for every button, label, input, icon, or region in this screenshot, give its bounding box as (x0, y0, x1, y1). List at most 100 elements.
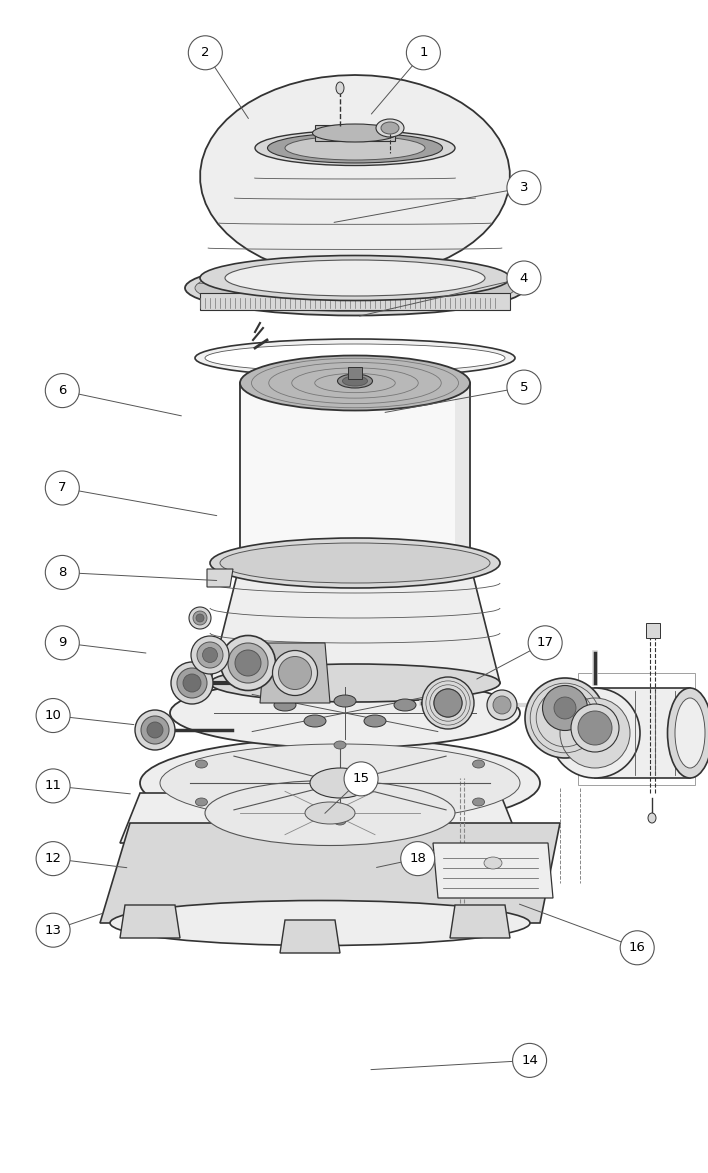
Text: 10: 10 (45, 708, 62, 723)
Ellipse shape (312, 124, 397, 142)
Circle shape (36, 769, 70, 802)
Ellipse shape (338, 374, 372, 388)
Ellipse shape (422, 677, 474, 728)
Polygon shape (595, 689, 690, 778)
Text: 3: 3 (520, 181, 528, 195)
Ellipse shape (268, 133, 442, 163)
Polygon shape (207, 569, 233, 586)
Ellipse shape (220, 543, 490, 583)
Circle shape (188, 36, 222, 69)
Ellipse shape (191, 636, 229, 674)
Circle shape (620, 931, 654, 964)
Ellipse shape (334, 818, 346, 825)
Ellipse shape (484, 857, 502, 869)
Polygon shape (200, 75, 510, 278)
Circle shape (36, 842, 70, 875)
Ellipse shape (434, 689, 462, 717)
Circle shape (45, 374, 79, 407)
Ellipse shape (554, 697, 576, 719)
Circle shape (45, 472, 79, 504)
Polygon shape (433, 843, 553, 899)
Ellipse shape (183, 674, 201, 692)
Text: 2: 2 (201, 46, 210, 60)
Text: 18: 18 (409, 852, 426, 866)
Ellipse shape (135, 710, 175, 750)
Circle shape (45, 626, 79, 659)
Ellipse shape (334, 694, 356, 707)
Circle shape (36, 914, 70, 947)
Ellipse shape (493, 696, 511, 714)
Text: 8: 8 (58, 565, 67, 579)
Ellipse shape (336, 82, 344, 94)
Ellipse shape (343, 377, 367, 386)
Circle shape (507, 371, 541, 404)
Ellipse shape (185, 260, 525, 316)
Ellipse shape (141, 716, 169, 744)
Ellipse shape (210, 538, 500, 588)
Text: 4: 4 (520, 271, 528, 285)
Ellipse shape (197, 642, 223, 667)
Ellipse shape (195, 264, 515, 312)
Ellipse shape (381, 122, 399, 134)
Text: 5: 5 (520, 380, 528, 394)
Ellipse shape (140, 738, 540, 828)
Ellipse shape (210, 664, 500, 701)
Ellipse shape (550, 689, 640, 778)
Circle shape (507, 171, 541, 204)
Ellipse shape (171, 662, 213, 704)
Bar (646, 623, 660, 638)
Ellipse shape (205, 344, 505, 372)
Ellipse shape (220, 636, 275, 691)
Text: 12: 12 (45, 852, 62, 866)
Polygon shape (260, 643, 330, 703)
Text: 6: 6 (58, 384, 67, 398)
Ellipse shape (255, 130, 455, 165)
Circle shape (45, 556, 79, 589)
Circle shape (513, 1044, 547, 1077)
Ellipse shape (147, 723, 163, 738)
Ellipse shape (310, 768, 370, 798)
Ellipse shape (525, 678, 605, 758)
Circle shape (36, 699, 70, 732)
Polygon shape (120, 906, 180, 938)
Ellipse shape (285, 136, 425, 160)
Ellipse shape (170, 678, 520, 748)
Ellipse shape (578, 711, 612, 745)
Ellipse shape (177, 667, 207, 698)
Ellipse shape (675, 698, 705, 768)
Ellipse shape (195, 339, 515, 377)
Bar (348, 367, 362, 379)
Circle shape (507, 262, 541, 294)
Polygon shape (100, 823, 560, 923)
Ellipse shape (394, 699, 416, 711)
Ellipse shape (305, 802, 355, 823)
Ellipse shape (472, 798, 484, 806)
Ellipse shape (274, 699, 296, 711)
Ellipse shape (228, 643, 268, 683)
Ellipse shape (160, 744, 520, 822)
Polygon shape (210, 563, 500, 683)
Ellipse shape (195, 760, 207, 768)
Ellipse shape (278, 657, 312, 690)
Ellipse shape (376, 118, 404, 137)
Ellipse shape (364, 716, 386, 727)
Circle shape (344, 762, 378, 795)
Ellipse shape (240, 355, 470, 411)
Ellipse shape (200, 256, 510, 300)
Text: 16: 16 (629, 941, 646, 955)
Text: 1: 1 (419, 46, 428, 60)
Ellipse shape (189, 606, 211, 629)
Ellipse shape (225, 260, 485, 296)
Ellipse shape (205, 780, 455, 846)
Polygon shape (280, 920, 340, 952)
Text: 17: 17 (537, 636, 554, 650)
Polygon shape (200, 293, 510, 310)
Text: 7: 7 (58, 481, 67, 495)
Ellipse shape (193, 611, 207, 625)
Circle shape (401, 842, 435, 875)
Ellipse shape (668, 689, 708, 778)
Text: 13: 13 (45, 923, 62, 937)
Polygon shape (120, 793, 520, 843)
Ellipse shape (487, 690, 517, 720)
Ellipse shape (571, 704, 619, 752)
